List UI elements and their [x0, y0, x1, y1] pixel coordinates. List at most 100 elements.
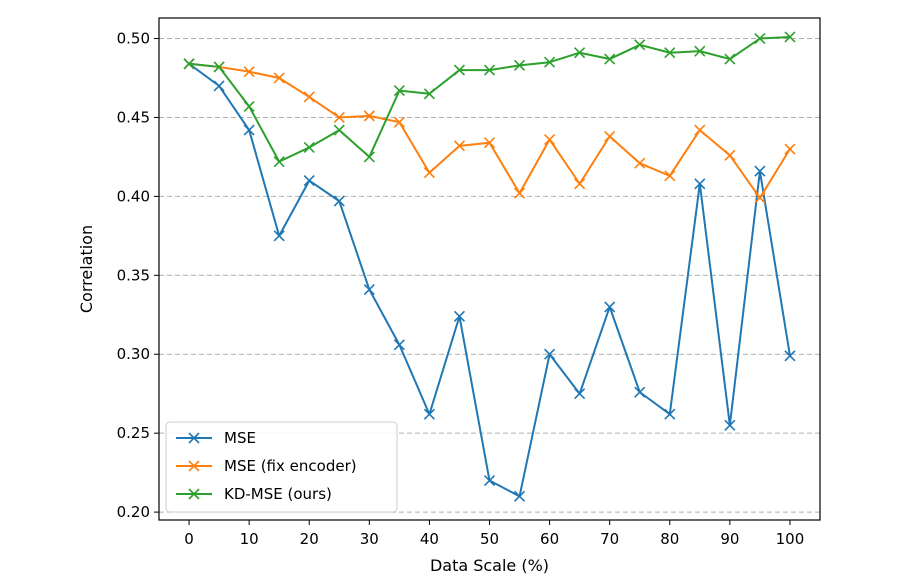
marker-stroke	[393, 116, 405, 128]
y-tick-label: 0.45	[117, 108, 150, 126]
data-point-marker	[393, 339, 405, 351]
data-point-marker	[303, 141, 315, 154]
data-point-marker	[183, 58, 195, 70]
y-tick-label: 0.35	[117, 266, 150, 284]
data-point-marker	[784, 31, 796, 43]
data-point-marker	[694, 178, 706, 190]
data-point-marker	[363, 283, 375, 296]
y-tick-label: 0.20	[117, 503, 150, 521]
marker-stroke	[333, 195, 345, 207]
marker-stroke	[423, 88, 435, 100]
data-point-marker	[754, 192, 766, 204]
marker-stroke	[393, 339, 405, 351]
y-tick-label: 0.40	[117, 187, 150, 205]
data-point-marker	[273, 72, 285, 84]
x-tick-label: 80	[660, 530, 679, 548]
marker-stroke	[213, 61, 225, 73]
marker-stroke	[604, 53, 616, 65]
marker-stroke	[363, 283, 375, 296]
x-tick-label: 10	[240, 530, 259, 548]
data-point-marker	[513, 59, 526, 71]
data-point-marker	[513, 187, 526, 199]
legend-swatch-marker	[188, 432, 200, 444]
data-point-marker	[423, 88, 435, 100]
data-point-marker	[694, 45, 706, 57]
marker-stroke	[634, 157, 646, 169]
marker-stroke	[634, 386, 646, 398]
marker-stroke	[303, 91, 315, 103]
marker-stroke	[754, 32, 766, 45]
marker-stroke	[604, 130, 616, 142]
marker-stroke	[784, 350, 796, 362]
marker-stroke	[333, 124, 345, 136]
data-point-marker	[303, 91, 315, 103]
data-point-marker	[243, 100, 255, 112]
data-point-marker	[784, 350, 796, 362]
marker-stroke	[664, 170, 676, 182]
data-point-marker	[634, 386, 646, 398]
data-point-marker	[393, 116, 405, 128]
series-lines	[183, 31, 796, 502]
legend-label: KD-MSE (ours)	[224, 485, 332, 503]
marker-stroke	[273, 230, 285, 242]
legend-label: MSE (fix encoder)	[224, 457, 357, 475]
x-tick-label: 0	[184, 530, 194, 548]
data-point-marker	[544, 348, 556, 360]
legend: MSE MSE (fix encoder) KD-MSE (ours)	[165, 421, 398, 513]
legend-entry: MSE (fix encoder)	[176, 457, 357, 475]
data-point-marker	[333, 111, 345, 124]
data-point-marker	[453, 310, 466, 322]
y-axis-label: Correlation	[77, 225, 96, 313]
marker-stroke	[243, 66, 255, 78]
marker-stroke	[453, 140, 466, 152]
marker-stroke	[604, 301, 616, 313]
legend-box	[165, 421, 398, 513]
marker-stroke	[544, 348, 556, 360]
marker-stroke	[724, 149, 736, 161]
x-tick-label: 50	[480, 530, 499, 548]
marker-stroke	[273, 156, 285, 168]
data-point-marker	[363, 110, 375, 122]
data-point-marker	[604, 53, 616, 65]
grid-lines	[159, 38, 820, 513]
marker-stroke	[423, 167, 435, 179]
data-point-marker	[243, 124, 255, 136]
marker-stroke	[483, 474, 496, 487]
x-tick-label: 90	[720, 530, 739, 548]
marker-stroke	[544, 56, 556, 68]
marker-stroke	[574, 178, 586, 190]
data-point-marker	[273, 230, 285, 242]
data-point-marker	[423, 167, 435, 179]
marker-stroke	[574, 388, 586, 400]
data-point-marker	[513, 490, 526, 502]
x-tick-label: 70	[600, 530, 619, 548]
data-point-marker	[483, 474, 496, 487]
x-axis-label: Data Scale (%)	[430, 556, 549, 575]
data-point-marker	[363, 151, 375, 163]
series-2	[183, 31, 796, 168]
y-tick-label: 0.30	[117, 345, 150, 363]
data-point-marker	[574, 178, 586, 190]
y-tick-label: 0.25	[117, 424, 150, 442]
data-point-marker	[694, 124, 706, 136]
marker-stroke	[453, 310, 466, 322]
marker-stroke	[784, 143, 796, 155]
x-tick-label: 40	[420, 530, 439, 548]
data-point-marker	[754, 165, 766, 177]
data-point-marker	[544, 133, 556, 146]
data-point-marker	[664, 47, 676, 59]
marker-stroke	[363, 151, 375, 163]
marker-stroke	[574, 47, 586, 59]
marker-stroke	[513, 187, 526, 199]
axis-ticks: 0.20 0.25 0.30 0.35 0.40 0.45 0.50 0 10 20 30 40 50 6…	[117, 30, 805, 548]
y-tick-label: 0.50	[117, 30, 150, 48]
legend-swatch-marker	[188, 460, 200, 472]
marker-stroke	[423, 408, 435, 420]
data-point-marker	[213, 61, 225, 73]
data-point-marker	[664, 408, 676, 420]
marker-stroke	[303, 175, 315, 187]
marker-stroke	[784, 31, 796, 43]
legend-entry: KD-MSE (ours)	[176, 485, 332, 503]
